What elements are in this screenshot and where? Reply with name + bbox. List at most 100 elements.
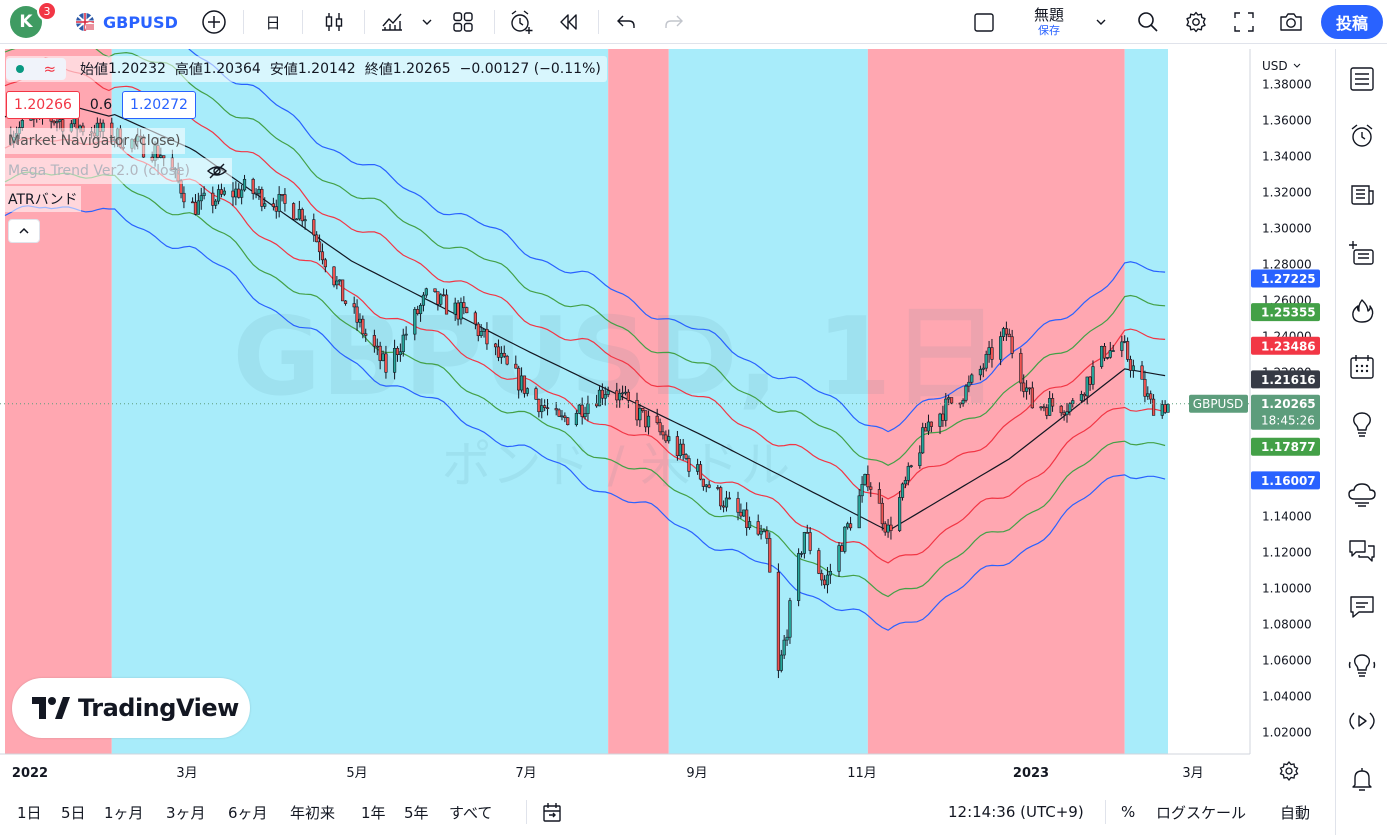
center-line bbox=[4, 98, 1166, 532]
snapshot-button[interactable] bbox=[1275, 0, 1307, 44]
range-button-3[interactable]: 3ヶ月 bbox=[166, 803, 206, 822]
alert-button[interactable] bbox=[505, 0, 537, 44]
interval-button[interactable]: 日 bbox=[265, 13, 281, 32]
collapse-legend-button[interactable] bbox=[8, 219, 40, 243]
range-button-5[interactable]: 年初来 bbox=[290, 803, 336, 822]
publish-idea-button[interactable]: 投稿 bbox=[1321, 5, 1383, 39]
candle-90 bbox=[372, 335, 376, 347]
range-button-7[interactable]: 5年 bbox=[404, 803, 429, 822]
indicators-button[interactable] bbox=[376, 0, 408, 44]
range-button-8[interactable]: すべて bbox=[449, 803, 493, 822]
layouts-button[interactable] bbox=[447, 0, 479, 44]
candle-234 bbox=[949, 397, 954, 404]
ideas-button[interactable] bbox=[1346, 409, 1378, 441]
candle-233 bbox=[947, 397, 951, 400]
candle-243 bbox=[987, 347, 991, 355]
candles-icon bbox=[325, 13, 343, 31]
price-tick-5: 1.28000 bbox=[1262, 258, 1312, 272]
object-tree-button[interactable] bbox=[1346, 237, 1378, 269]
candle-47 bbox=[196, 200, 200, 215]
candle-120 bbox=[493, 343, 498, 348]
compare-add-symbol-button[interactable] bbox=[198, 0, 230, 44]
chats-button[interactable] bbox=[1346, 535, 1378, 567]
wave-icon: ≈ bbox=[43, 60, 57, 78]
log-scale-toggle[interactable]: ログスケール bbox=[1156, 803, 1247, 822]
range-button-0[interactable]: 1日 bbox=[17, 803, 42, 822]
candle-240 bbox=[978, 368, 983, 376]
redo-button[interactable] bbox=[658, 0, 690, 44]
notifications-button[interactable] bbox=[1346, 763, 1378, 795]
user-avatar[interactable]: K bbox=[10, 6, 42, 38]
streams-button[interactable] bbox=[1346, 479, 1378, 511]
indicator-mega-trend[interactable]: Mega Trend Ver2.0 (close) bbox=[4, 158, 232, 184]
candle-265 bbox=[1079, 394, 1084, 401]
indicators-dropdown[interactable] bbox=[416, 0, 438, 44]
candle-109 bbox=[444, 294, 449, 315]
price-badge-1: 1.25355 bbox=[1261, 306, 1316, 320]
tradingview-logo-icon bbox=[32, 697, 70, 719]
watchlist-button[interactable] bbox=[1346, 63, 1378, 95]
candle-227 bbox=[923, 427, 928, 432]
chart-pane[interactable]: GBPUSD, 1日 ポンド / 米ドル USD 1.38000 1.36000 1.34… bbox=[0, 0, 1330, 789]
current-price-badge: 1.20265 bbox=[1261, 397, 1316, 411]
candle-63 bbox=[260, 189, 264, 207]
hotlists-button[interactable] bbox=[1346, 295, 1378, 327]
candle-241 bbox=[981, 367, 985, 370]
candle-4 bbox=[20, 120, 24, 128]
candle-49 bbox=[202, 192, 206, 196]
tradingview-logo[interactable]: TradingView bbox=[12, 678, 250, 738]
layout-title-button[interactable]: 無題 保存 bbox=[1014, 0, 1084, 44]
symbol-search-button[interactable]: GBPUSD bbox=[74, 0, 178, 44]
range-button-2[interactable]: 1ヶ月 bbox=[104, 803, 144, 822]
candle-105 bbox=[433, 288, 437, 292]
broadcast-button[interactable] bbox=[1346, 705, 1378, 737]
auto-scale-toggle[interactable]: 自動 bbox=[1280, 803, 1311, 822]
candle-97 bbox=[398, 351, 402, 355]
fullscreen-button[interactable] bbox=[1228, 0, 1260, 44]
alerts-button[interactable] bbox=[1346, 120, 1378, 152]
news-button[interactable] bbox=[1346, 179, 1378, 211]
search-button[interactable] bbox=[1132, 0, 1164, 44]
range-button-1[interactable]: 5日 bbox=[61, 803, 86, 822]
chat-bubbles-icon bbox=[1349, 540, 1375, 562]
axis-settings-gear-icon[interactable] bbox=[1279, 760, 1299, 782]
undo-button[interactable] bbox=[610, 0, 642, 44]
go-to-date-button[interactable] bbox=[540, 789, 564, 835]
candle-152 bbox=[620, 392, 625, 395]
timezone-clock[interactable]: 12:14:36 (UTC+9) bbox=[948, 803, 1084, 821]
chart-type-button[interactable] bbox=[318, 0, 350, 44]
candle-116 bbox=[476, 323, 480, 337]
candle-249 bbox=[1010, 336, 1014, 354]
candle-113 bbox=[462, 302, 466, 308]
candle-167 bbox=[681, 443, 685, 455]
candle-185 bbox=[756, 521, 760, 535]
tips-button[interactable] bbox=[1346, 649, 1378, 681]
candle-123 bbox=[502, 352, 506, 357]
candle-112 bbox=[459, 302, 463, 320]
legend-toggle[interactable]: ≈ bbox=[6, 58, 66, 80]
candle-242 bbox=[984, 354, 988, 369]
indicator-atr-band[interactable]: ATRバンド bbox=[4, 186, 82, 212]
candle-258 bbox=[1048, 398, 1052, 416]
hidden-eye-icon[interactable] bbox=[206, 162, 228, 180]
candle-205 bbox=[837, 545, 841, 572]
select-layout-button[interactable] bbox=[968, 0, 1000, 44]
price-badge-2: 1.23486 bbox=[1261, 339, 1316, 353]
sell-price-button[interactable]: 1.20266 bbox=[6, 91, 80, 119]
range-button-6[interactable]: 1年 bbox=[361, 803, 386, 822]
percent-scale-toggle[interactable]: % bbox=[1121, 803, 1136, 821]
layout-menu-dropdown[interactable] bbox=[1090, 0, 1112, 44]
settings-button[interactable] bbox=[1180, 0, 1212, 44]
buy-price-button[interactable]: 1.20272 bbox=[122, 91, 196, 119]
indicator-market-navigator[interactable]: Market Navigator (close) bbox=[4, 128, 185, 154]
replay-button[interactable] bbox=[552, 0, 584, 44]
axis-corner bbox=[1250, 754, 1330, 789]
time-label-2: 5月 bbox=[346, 766, 367, 781]
candle-158 bbox=[644, 410, 648, 428]
currency-label[interactable]: USD bbox=[1262, 59, 1288, 73]
messages-button[interactable] bbox=[1346, 591, 1378, 623]
range-button-4[interactable]: 6ヶ月 bbox=[228, 803, 268, 822]
candle-201 bbox=[820, 573, 824, 581]
candle-257 bbox=[1045, 407, 1049, 416]
calendar-button[interactable] bbox=[1346, 351, 1378, 383]
